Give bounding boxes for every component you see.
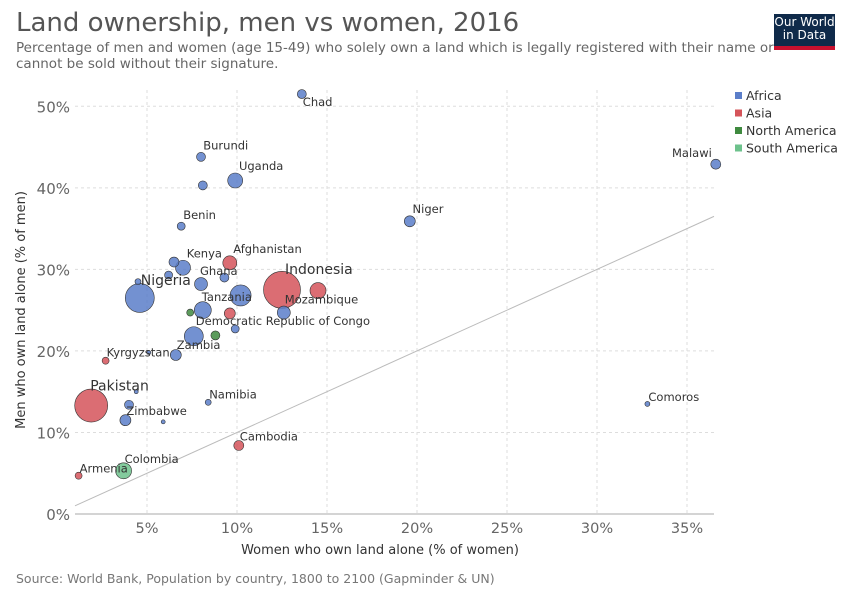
point-label: Afghanistan (233, 242, 301, 256)
point-label: Niger (413, 202, 444, 216)
data-point[interactable] (194, 277, 208, 291)
y-tick-label: 10% (37, 424, 70, 442)
source-note: Source: World Bank, Population by countr… (16, 571, 495, 586)
axes: 5% 10% 15% 20% 25% 30% 35% 0% 10% 20% 30% 40% 50% (37, 98, 714, 537)
legend-swatch (735, 109, 742, 117)
data-point[interactable] (146, 350, 152, 355)
data-point[interactable] (133, 389, 139, 394)
data-point[interactable] (74, 388, 108, 423)
point-label: Comoros (648, 390, 699, 404)
data-point[interactable] (184, 326, 204, 347)
data-point[interactable] (309, 282, 327, 299)
data-point[interactable] (194, 301, 212, 319)
y-tick-label: 30% (37, 261, 70, 279)
data-point[interactable] (210, 330, 221, 341)
legend-swatch (735, 92, 742, 99)
data-point[interactable] (229, 284, 252, 307)
point-label: Kenya (187, 246, 222, 260)
point-labels: Chad Burundi Uganda Malawi Niger Benin Kenya Gh… (80, 95, 712, 476)
point-label: Tanzania (201, 290, 252, 304)
point-label: Cambodia (240, 430, 298, 444)
x-axis-label: Women who own land alone (% of women) (241, 543, 519, 558)
equality-line (74, 215, 715, 507)
y-tick-label: 50% (37, 98, 70, 116)
data-point[interactable] (134, 278, 142, 285)
legend-item[interactable]: Africa (746, 88, 782, 103)
data-point[interactable] (170, 349, 182, 361)
data-point[interactable] (227, 172, 243, 189)
data-point[interactable] (230, 324, 240, 334)
data-point[interactable] (119, 414, 132, 427)
legend-swatch (735, 144, 742, 152)
grid-lines (75, 90, 714, 514)
data-point[interactable] (204, 398, 212, 406)
point-label: Nigeria (141, 273, 191, 289)
data-point[interactable] (196, 152, 206, 162)
data-point[interactable] (233, 440, 245, 451)
chart-title: Land ownership, men vs women, 2016 (16, 8, 520, 38)
y-tick-label: 20% (37, 343, 70, 361)
chart-subtitle: Percentage of men and women (age 15-49) … (16, 41, 774, 72)
logo-line-1: Our World (774, 15, 835, 29)
data-point[interactable] (403, 215, 416, 228)
point-label: Democratic Republic of Congo (196, 314, 370, 328)
x-tick-label: 30% (581, 521, 613, 537)
point-label: Chad (303, 95, 333, 109)
legend-swatch (735, 127, 742, 134)
x-tick-label: 15% (311, 521, 343, 537)
x-tick-label: 35% (671, 521, 703, 537)
point-label: Armenia (80, 462, 128, 476)
point-label: Ghana (200, 264, 238, 278)
legend-item[interactable]: South America (746, 141, 838, 156)
point-label: Zimbabwe (126, 404, 186, 418)
y-axis-label: Men who own land alone (% of men) (14, 191, 29, 429)
data-point[interactable] (644, 401, 651, 407)
owid-logo[interactable]: Our World in Data (774, 14, 835, 50)
data-point[interactable] (219, 272, 230, 283)
point-label: Pakistan (90, 379, 149, 395)
data-point[interactable] (115, 462, 132, 480)
data-point[interactable] (175, 259, 191, 276)
x-tick-label: 10% (221, 521, 253, 537)
data-point[interactable] (198, 180, 208, 191)
legend-item[interactable]: North America (746, 123, 837, 138)
data-point[interactable] (186, 308, 194, 317)
data-point[interactable] (160, 419, 166, 425)
legend: Africa Asia North America South America (735, 88, 838, 156)
data-point[interactable] (124, 399, 134, 410)
data-point[interactable] (276, 305, 291, 320)
data-point[interactable] (168, 256, 180, 268)
data-point[interactable] (710, 158, 722, 170)
y-tick-label: 0% (46, 506, 70, 524)
point-label: Colombia (125, 452, 179, 466)
data-point[interactable] (164, 270, 173, 280)
point-label: Indonesia (285, 262, 353, 278)
data-point[interactable] (176, 221, 186, 231)
reference-line (74, 215, 715, 507)
data-point[interactable] (222, 255, 238, 271)
data-point[interactable] (101, 356, 110, 365)
point-label: Uganda (239, 159, 283, 173)
data-point[interactable] (296, 89, 307, 99)
point-label: Namibia (209, 387, 257, 401)
point-label: Kyrgyzstan (107, 346, 170, 360)
point-label: Benin (183, 208, 216, 222)
x-tick-label: 5% (135, 521, 158, 537)
point-label: Malawi (672, 146, 712, 160)
y-tick-label: 40% (37, 180, 70, 198)
logo-line-2: in Data (782, 28, 827, 42)
point-label: Zambia (177, 338, 221, 352)
point-label: Burundi (203, 138, 248, 152)
x-tick-label: 25% (491, 521, 523, 537)
data-point[interactable] (74, 471, 83, 480)
data-points (74, 89, 722, 480)
legend-item[interactable]: Asia (746, 106, 772, 121)
data-point[interactable] (224, 307, 236, 320)
x-tick-label: 20% (401, 521, 433, 537)
point-label: Mozambique (285, 293, 358, 307)
